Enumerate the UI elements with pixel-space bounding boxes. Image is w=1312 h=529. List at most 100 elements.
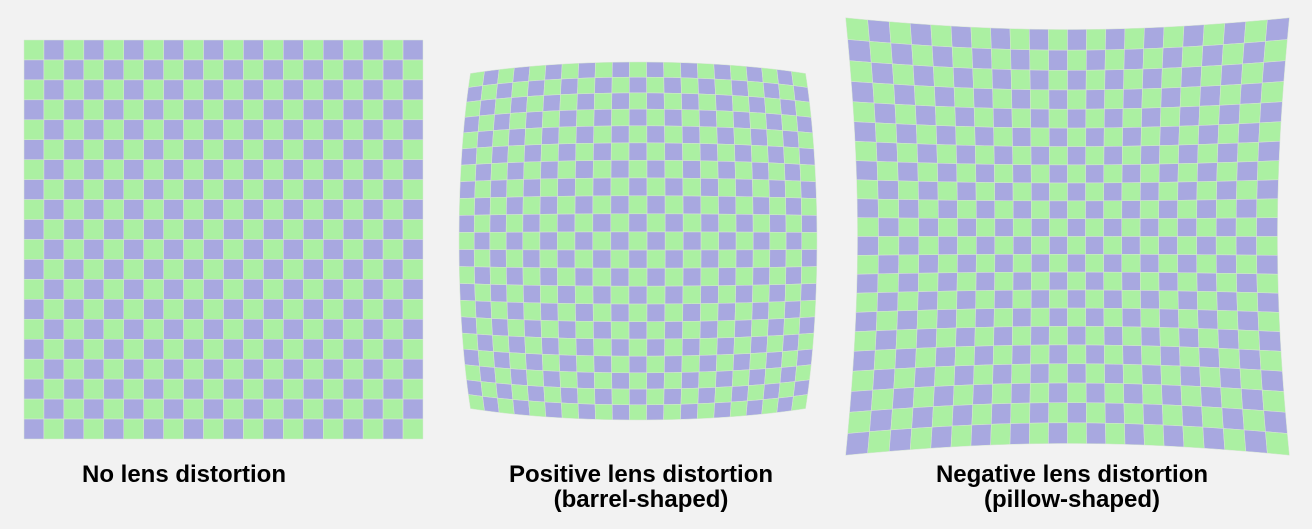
checker-cell [1103,326,1123,346]
checker-cell [1240,62,1265,85]
checker-cell [1161,67,1183,89]
checker-cell [1067,307,1086,327]
checker-cell [1179,86,1201,108]
checker-cell [1179,365,1201,387]
checker-cell [1067,236,1086,255]
checker-cell [1243,19,1268,44]
checker-cell [1012,307,1032,328]
checker-cell [1067,146,1086,166]
checker-cell [1162,46,1184,69]
checker-cell [1085,382,1106,404]
checker-cell [1010,69,1031,90]
checker-cell [1216,291,1238,312]
checker-cell [1085,69,1106,91]
checker-cell [1237,329,1261,351]
checker-cell [1162,404,1184,427]
checker-cell [1104,49,1125,71]
checker-cell [931,405,954,428]
checker-cell [1030,127,1050,147]
checker-cell [916,309,938,330]
checker-cell [855,160,878,181]
checker-cell [1196,199,1217,219]
checker-cell [1142,383,1163,405]
checker-cell [1141,345,1162,366]
checker-cell [1085,164,1105,184]
checker-cell [1103,164,1123,184]
checker-cell [1029,382,1050,404]
checker-cell [1182,425,1205,449]
checker-cell [1048,69,1068,91]
checker-cell [1243,429,1268,454]
checker-cell [1182,24,1205,48]
checker-cell [1235,236,1257,256]
checker-cell [976,218,996,237]
checker-cell [1011,344,1032,365]
checker-cell [1067,127,1087,147]
checker-cell [856,254,879,275]
checker-cell [1085,236,1104,255]
checker-cell [1161,384,1183,406]
checker-cell [1030,326,1050,346]
checker-cell [1012,200,1032,219]
checker-cell [1162,424,1185,448]
checker-cell [1216,161,1238,182]
checker-cell [1196,181,1218,201]
checker-cell [912,386,935,409]
checker-cell [1180,385,1202,407]
checker-cell [937,181,958,201]
checker-cell [956,181,977,201]
checker-cell [1067,363,1087,384]
checker-cell [992,88,1013,109]
checker-cell [1257,160,1280,181]
checker-cell [1196,254,1217,274]
checker-cell [1010,383,1031,404]
checker-cell [897,291,919,312]
checker-cell [892,387,915,410]
checker-cell [1196,162,1218,182]
checker-cell [975,182,995,201]
checker-cell [1048,382,1068,404]
checker-cell [973,345,994,366]
panel-label-line-2: (barrel-shaped) [553,486,729,513]
checker-cell [1178,144,1199,164]
checker-cell [1256,179,1279,200]
checker-cell [1011,363,1031,384]
checker-cell [1160,365,1182,386]
checker-cell [1067,108,1087,129]
checker-cell [1143,26,1165,50]
checker-cell [973,364,994,386]
checker-cell [1141,87,1162,109]
checker-cell [934,365,956,387]
checker-cell [898,254,920,274]
checker-cell [993,145,1014,165]
checker-cell [1085,182,1105,202]
checker-cell [1103,307,1123,328]
checker-cell [1260,369,1285,392]
checker-cell [994,200,1014,219]
checker-cell [878,236,900,256]
checker-cell [850,369,875,392]
checker-cell [877,180,899,200]
checker-cell [888,21,912,45]
checker-cell [1198,105,1220,126]
checker-cell [1140,126,1161,147]
checker-cell [1160,87,1182,108]
panel-label-line-2: (pillow-shaped) [984,486,1160,513]
checker-cell [1085,326,1105,346]
checker-cell [1141,364,1162,386]
checker-cell [1199,366,1221,388]
checker-cell [916,328,938,349]
checker-cell [1085,307,1105,327]
checker-cell [1259,101,1283,124]
checker-cell [1177,199,1198,219]
checker-cell [898,217,920,237]
checker-cell [992,107,1013,128]
checker-cell [955,144,976,165]
checker-cell [1158,181,1179,201]
checker-cell [1067,271,1086,291]
checker-cell [1030,307,1050,327]
checker-cell [1067,89,1087,110]
checker-cell [898,199,920,219]
checker-cell [974,326,995,347]
checker-cell [936,144,957,164]
